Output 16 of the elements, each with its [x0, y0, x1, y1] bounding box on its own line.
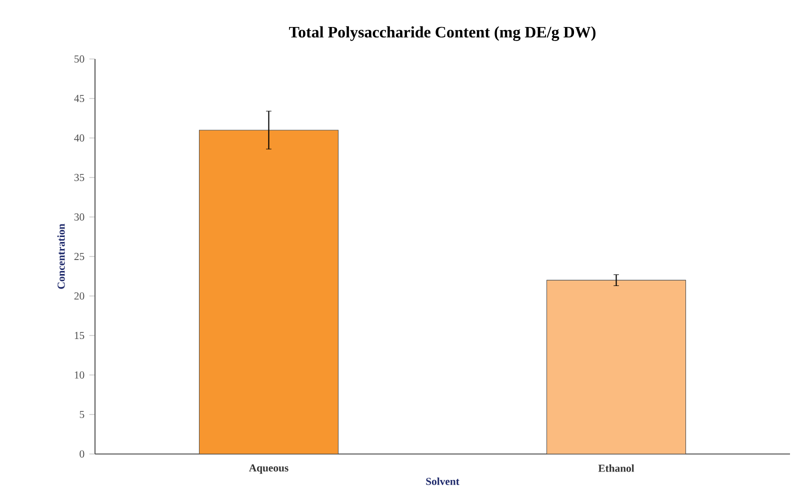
y-tick-label: 40 — [74, 134, 84, 142]
x-tick-label: Ethanol — [598, 464, 634, 472]
y-tick-label: 5 — [80, 410, 84, 418]
y-tick-label: 50 — [74, 55, 84, 63]
y-tick-label: 0 — [80, 450, 84, 458]
y-tick-label: 10 — [74, 371, 84, 379]
y-tick-label: 20 — [74, 292, 84, 300]
y-tick-label: 25 — [74, 252, 84, 260]
chart-title: Total Polysaccharide Content (mg DE/g DW) — [289, 26, 596, 41]
x-axis-title: Solvent — [426, 478, 460, 486]
y-tick-label: 35 — [74, 174, 84, 182]
x-tick-label: Aqueous — [248, 464, 288, 474]
y-axis-title: Concentration — [57, 224, 65, 289]
y-tick-label: 45 — [74, 94, 84, 102]
y-tick-label: 30 — [74, 213, 84, 221]
y-tick-label: 15 — [74, 332, 84, 340]
